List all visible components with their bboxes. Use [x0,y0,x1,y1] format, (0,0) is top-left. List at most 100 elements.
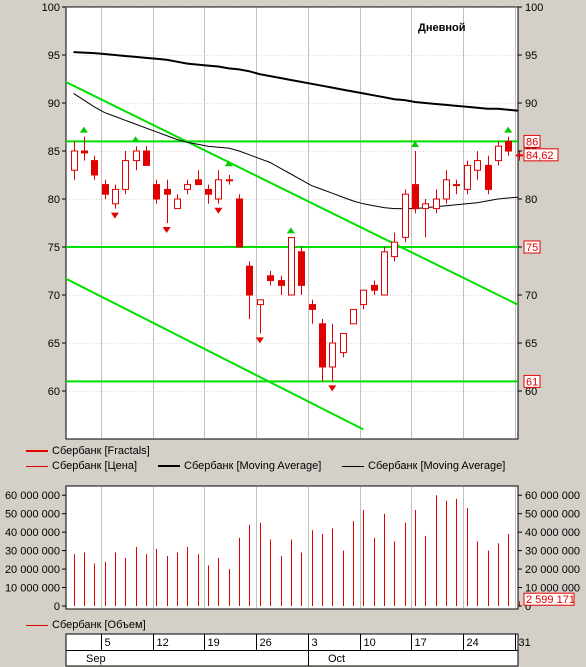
candle-body-21 [288,236,295,296]
candle-body-14 [215,179,222,200]
day-label-1: 12 [157,637,169,649]
fractal-down-8 [328,385,337,392]
day-label-5: 10 [364,637,376,649]
vol-ylabel-right-4: 40 000 000 [525,527,580,539]
candles [71,136,523,382]
level-label-box-2 [523,374,541,388]
candle-body-16 [236,198,243,248]
legend-price: Сбербанк [Цена] [26,460,137,472]
legend-fractals: Сбербанк [Fractals] [26,445,150,457]
candle-30 [381,247,388,296]
candle-body-31 [391,241,398,258]
candle-6 [133,146,140,171]
candle-20 [278,275,285,295]
price-ylabel-right-2: 70 [525,290,537,302]
candle-body-39 [474,160,481,171]
candle-body-17 [246,265,253,296]
candle-body-37 [453,184,460,187]
candle-16 [236,194,243,248]
candle-body-27 [350,308,357,325]
fractal-down-4 [214,207,223,214]
candle-35 [433,189,440,214]
day-label-8: 31 [519,637,531,649]
volume-gridlines [101,486,516,609]
candle-body-22 [298,251,305,286]
price-ylabel-right-8: 100 [525,2,543,14]
candle-2 [91,155,98,180]
candle-7 [143,146,150,166]
candle-23 [309,299,316,324]
last-price-box [523,148,559,162]
level-label-1: 75 [526,242,538,254]
vol-ylabel-right-0: 0 [525,601,531,613]
volume-last-label: 2 599 171 [523,592,575,606]
candle-body-8 [153,184,160,200]
vol-ylabel-right-3: 30 000 000 [525,546,580,558]
vol-ylabel-left-0: 0 [54,601,60,613]
moving-average-thin [73,92,519,210]
day-label-0: 5 [105,637,111,649]
candle-body-18 [257,299,264,306]
price-level-labels: 86 75 61 84,62 [523,134,559,388]
candle-42 [505,136,512,156]
candle-9 [164,179,171,223]
moving-average-thick [73,51,519,112]
candle-body-3 [102,184,109,195]
candle-body-30 [381,251,388,296]
candle-body-9 [164,188,171,195]
candle-4 [112,184,119,209]
candle-body-11 [184,184,191,190]
day-label-6: 17 [415,637,427,649]
volume-last-box [523,592,575,606]
candle-17 [246,261,253,319]
vol-ylabel-left-2: 20 000 000 [5,564,60,576]
candle-body-42 [505,140,512,152]
vol-ylabel-right-2: 20 000 000 [525,564,580,576]
day-label-3: 26 [260,637,272,649]
fractal-up-9 [411,141,420,147]
price-ylabel-left-8: 100 [42,2,60,14]
candle-31 [391,232,398,262]
candle-body-34 [422,203,429,210]
level-label-0: 86 [526,136,538,148]
candle-28 [360,289,367,310]
fractal-up-0 [79,126,88,133]
vol-ylabel-left-6: 60 000 000 [5,490,60,502]
candle-0 [71,141,78,180]
candle-body-29 [371,284,378,291]
level-label-box-0 [523,134,541,148]
legend-volume: Сбербанк [Объем] [26,619,146,631]
month-label-0: Sep [86,653,106,665]
candle-8 [153,179,160,204]
fractal-down-6 [255,337,264,344]
candle-21 [288,236,295,296]
legend-price-label: Сбербанк [Цена] [52,460,138,472]
candle-33 [412,151,419,214]
candle-25 [329,323,336,382]
candle-body-41 [495,145,502,162]
fractal-down-1 [110,212,119,219]
last-price-label: 84,62 [526,150,554,162]
candle-body-40 [485,164,492,190]
candle-body-24 [319,323,326,368]
candle-26 [340,332,347,358]
candle-14 [215,170,222,204]
price-panel[interactable] [65,6,519,440]
candle-body-32 [402,193,409,238]
candle-29 [371,280,378,295]
volume-y-axis: 0 0 10 000 000 10 000 000 20 000 000 20 000 0… [5,490,580,613]
legend-ma-thin-label: Сбербанк [Moving Average] [368,460,506,472]
legend-fractals-label: Сбербанк [Fractals] [52,445,150,457]
candle-body-36 [443,179,450,200]
trend-line-0 [66,80,518,306]
day-label-2: 19 [208,637,220,649]
candle-body-7 [143,150,150,166]
candle-27 [350,308,357,325]
candle-18 [257,299,264,334]
candle-40 [485,155,492,195]
price-ylabel-left-1: 65 [48,338,60,350]
fractal-up-10 [504,126,513,133]
level-label-box-1 [523,240,541,254]
fractal-down-3 [162,227,171,233]
